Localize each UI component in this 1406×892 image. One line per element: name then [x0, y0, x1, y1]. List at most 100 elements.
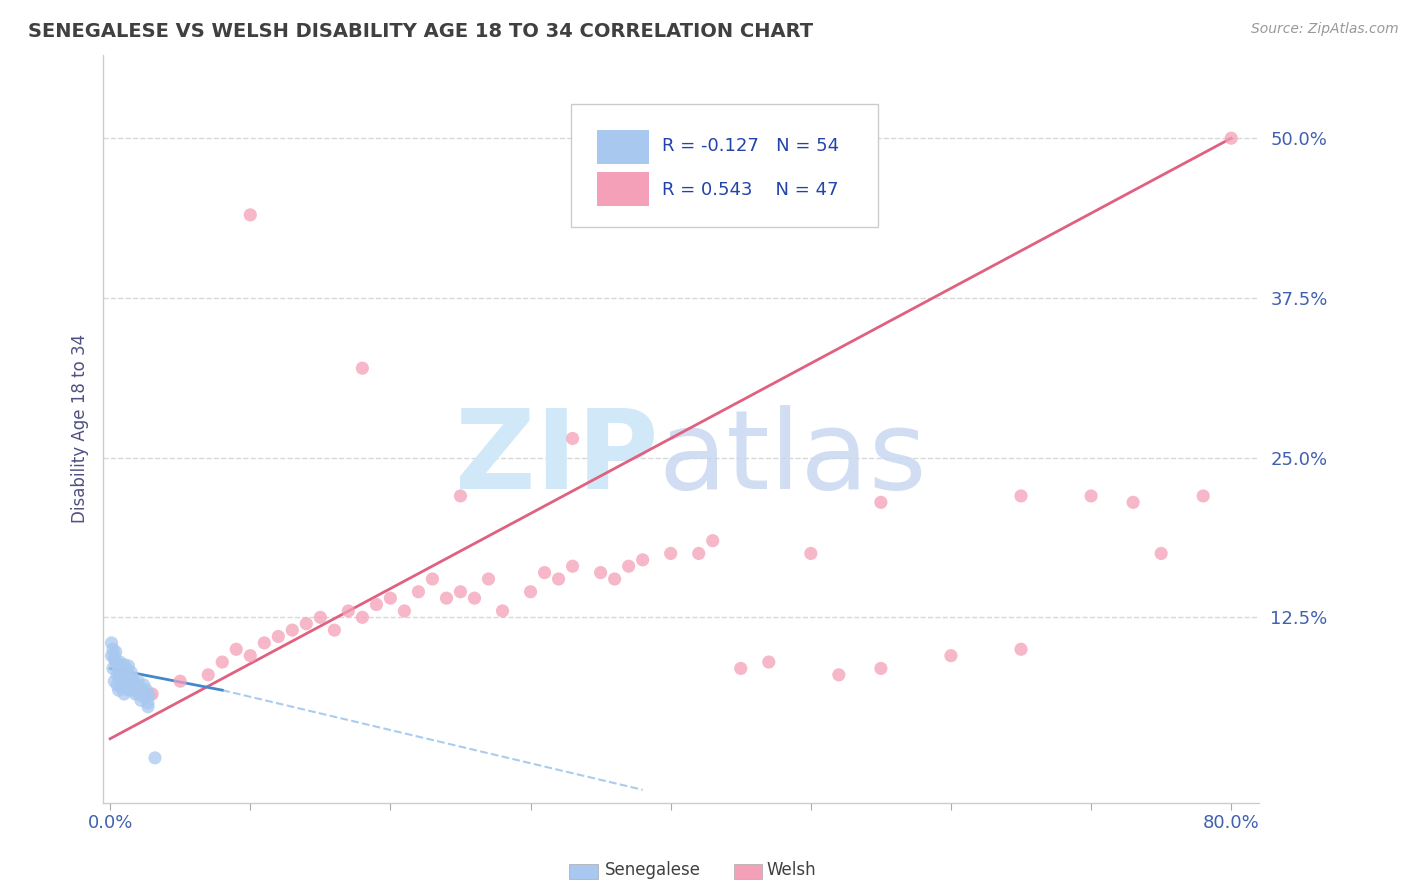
- Point: [134, 690, 156, 705]
- Point: [112, 673, 135, 687]
- Point: [169, 674, 191, 689]
- Point: [143, 751, 166, 765]
- Point: [380, 591, 402, 606]
- Point: [103, 674, 125, 689]
- Point: [561, 559, 583, 574]
- Point: [450, 584, 472, 599]
- Point: [519, 584, 541, 599]
- Point: [104, 655, 127, 669]
- Point: [105, 668, 128, 682]
- Point: [114, 668, 136, 682]
- Point: [267, 630, 290, 644]
- Point: [124, 687, 146, 701]
- Point: [105, 678, 128, 692]
- Point: [547, 572, 569, 586]
- Point: [1080, 489, 1102, 503]
- Point: [323, 623, 346, 637]
- Point: [225, 642, 247, 657]
- Point: [103, 648, 125, 663]
- Point: [135, 683, 157, 698]
- Point: [1010, 642, 1032, 657]
- Point: [117, 683, 139, 698]
- Point: [295, 616, 318, 631]
- Point: [659, 546, 682, 560]
- Point: [394, 604, 416, 618]
- Text: SENEGALESE VS WELSH DISABILITY AGE 18 TO 34 CORRELATION CHART: SENEGALESE VS WELSH DISABILITY AGE 18 TO…: [28, 22, 813, 41]
- Point: [1220, 131, 1243, 145]
- Point: [211, 655, 233, 669]
- Point: [450, 489, 472, 503]
- Text: ZIP: ZIP: [454, 405, 658, 512]
- Point: [131, 688, 153, 702]
- Text: Senegalese: Senegalese: [605, 861, 700, 879]
- Point: [589, 566, 612, 580]
- Point: [104, 645, 127, 659]
- Point: [1010, 489, 1032, 503]
- Point: [101, 642, 124, 657]
- Text: R = -0.127   N = 54: R = -0.127 N = 54: [662, 137, 838, 155]
- Text: R = 0.543    N = 47: R = 0.543 N = 47: [662, 181, 838, 199]
- Point: [127, 674, 149, 689]
- Point: [129, 693, 152, 707]
- Point: [108, 670, 131, 684]
- Point: [702, 533, 724, 548]
- FancyBboxPatch shape: [571, 103, 877, 227]
- Point: [110, 668, 132, 682]
- Point: [124, 683, 146, 698]
- Point: [127, 687, 149, 701]
- Point: [122, 675, 145, 690]
- Point: [366, 598, 388, 612]
- Text: Welsh: Welsh: [766, 861, 815, 879]
- Point: [112, 687, 135, 701]
- Point: [125, 678, 148, 692]
- Point: [141, 687, 163, 701]
- FancyBboxPatch shape: [596, 172, 648, 206]
- Point: [939, 648, 962, 663]
- Point: [239, 208, 262, 222]
- Y-axis label: Disability Age 18 to 34: Disability Age 18 to 34: [72, 334, 89, 524]
- Point: [870, 495, 893, 509]
- Point: [120, 665, 142, 680]
- Point: [422, 572, 444, 586]
- FancyBboxPatch shape: [596, 130, 648, 163]
- Point: [337, 604, 360, 618]
- Point: [309, 610, 332, 624]
- Point: [870, 661, 893, 675]
- Point: [112, 674, 135, 689]
- Point: [107, 661, 129, 675]
- Point: [197, 668, 219, 682]
- Point: [110, 681, 132, 695]
- Point: [533, 566, 555, 580]
- Point: [436, 591, 458, 606]
- Point: [136, 696, 159, 710]
- Point: [800, 546, 823, 560]
- Point: [128, 681, 150, 695]
- Point: [730, 661, 752, 675]
- Point: [107, 683, 129, 698]
- Point: [491, 604, 513, 618]
- Point: [617, 559, 640, 574]
- Point: [108, 655, 131, 669]
- Point: [281, 623, 304, 637]
- Point: [112, 657, 135, 672]
- Point: [117, 659, 139, 673]
- Point: [120, 678, 142, 692]
- Point: [101, 661, 124, 675]
- Point: [120, 683, 142, 698]
- Point: [688, 546, 710, 560]
- Point: [828, 668, 851, 682]
- Text: atlas: atlas: [658, 405, 927, 512]
- Point: [561, 432, 583, 446]
- Point: [111, 675, 134, 690]
- Point: [114, 681, 136, 695]
- Point: [132, 678, 155, 692]
- Point: [136, 699, 159, 714]
- Point: [111, 660, 134, 674]
- Point: [107, 657, 129, 672]
- Point: [463, 591, 485, 606]
- Point: [1122, 495, 1144, 509]
- Point: [352, 361, 374, 376]
- Point: [118, 670, 141, 684]
- Point: [115, 678, 138, 692]
- Point: [103, 652, 125, 666]
